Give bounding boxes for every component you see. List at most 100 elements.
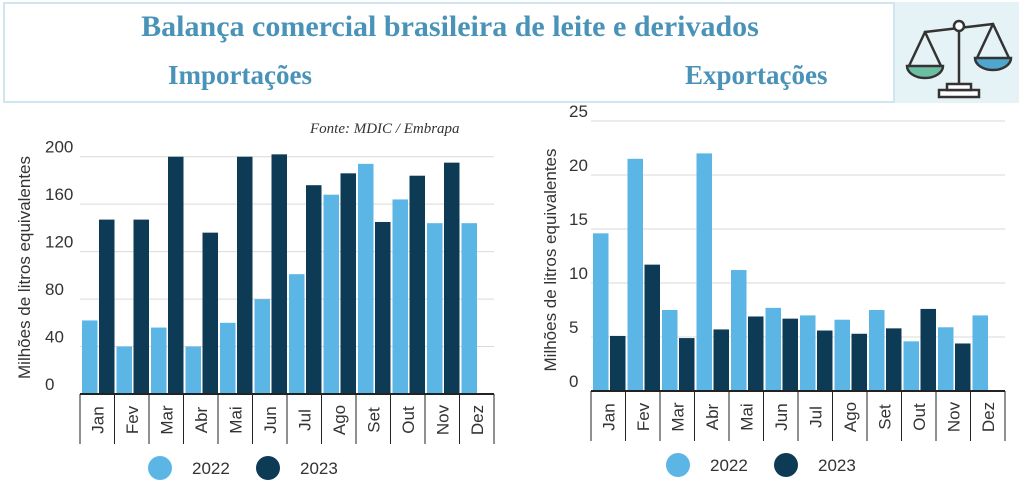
exports-y-tick-label: 10	[569, 264, 588, 283]
imports-bar-2022	[220, 322, 236, 394]
exports-bar-2023	[920, 308, 936, 391]
imports-x-tick-label: Mar	[157, 405, 176, 435]
exports-x-tick-label: Mar	[668, 402, 687, 432]
source-note: Fonte: MDIC / Embrapa	[310, 121, 460, 137]
exports-bar-2022	[972, 315, 988, 391]
exports-x-tick-label: Fev	[634, 402, 653, 431]
imports-x-tick-label: Ago	[330, 405, 349, 435]
exports-x-tick-label: Abr	[703, 403, 722, 430]
imports-legend-label: 2022	[192, 459, 230, 478]
exports-bar-2023	[955, 343, 971, 391]
imports-bar-2023	[306, 185, 322, 394]
imports-y-tick-label: 40	[45, 328, 64, 347]
exports-bar-2023	[679, 338, 695, 391]
imports-y-tick-label: 200	[45, 138, 73, 157]
imports-bar-2023	[237, 156, 253, 394]
exports-bar-2022	[593, 233, 609, 391]
exports-bar-2023	[817, 330, 833, 391]
imports-bar-2022	[461, 223, 477, 394]
imports-legend-marker-2022	[148, 456, 172, 480]
imports-x-tick-label: Set	[364, 407, 383, 433]
exports-x-tick-label: Ago	[841, 402, 860, 432]
imports-x-tick-label: Jul	[295, 409, 314, 431]
imports-y-tick-label: 80	[45, 280, 64, 299]
exports-y-tick-label: 5	[569, 318, 578, 337]
imports-x-tick-label: Dez	[468, 405, 487, 435]
imports-bar-2023	[168, 156, 184, 394]
imports-legend-marker-2023	[256, 456, 280, 480]
imports-bar-2023	[99, 219, 115, 394]
imports-x-tick-label: Mai	[226, 406, 245, 433]
exports-y-tick-label: 25	[569, 102, 588, 121]
imports-bar-2023	[271, 154, 287, 394]
imports-bar-2023	[409, 175, 425, 394]
exports-x-tick-label: Set	[875, 404, 894, 430]
imports-bar-2022	[392, 199, 408, 394]
exports-bar-2022	[800, 315, 816, 391]
imports-bar-2022	[427, 223, 443, 394]
imports-legend-label: 2023	[300, 459, 338, 478]
exports-bar-2022	[662, 310, 678, 391]
imports-y-tick-label: 160	[45, 185, 73, 204]
imports-y-tick-label: 120	[45, 233, 73, 252]
exports-bar-2023	[610, 335, 626, 391]
exports-y-axis-label: Milhões de litros equivalentes	[541, 148, 560, 371]
logo-panel	[895, 2, 1019, 103]
imports-bar-2023	[375, 221, 391, 394]
exports-bar-2022	[627, 158, 643, 391]
exports-y-tick-label: 15	[569, 210, 588, 229]
imports-bar-2022	[323, 194, 339, 394]
exports-x-tick-label: Out	[910, 403, 929, 431]
imports-x-tick-label: Abr	[192, 406, 211, 433]
imports-bar-2022	[151, 327, 167, 394]
exports-heading: Exportações	[685, 60, 828, 90]
exports-x-tick-label: Jan	[599, 403, 618, 430]
page-title: Balança comercial brasileira de leite e …	[141, 10, 759, 43]
imports-bar-2022	[289, 274, 305, 394]
imports-x-tick-label: Fev	[123, 405, 142, 434]
exports-x-tick-label: Nov	[944, 401, 963, 432]
exports-legend-label: 2022	[710, 456, 748, 475]
exports-bar-2023	[886, 328, 902, 391]
imports-bar-2022	[116, 346, 132, 394]
imports-bar-2022	[185, 346, 201, 394]
imports-x-tick-label: Jun	[261, 406, 280, 433]
title-banner	[3, 2, 895, 103]
exports-x-tick-label: Dez	[979, 402, 998, 432]
exports-y-tick-label: 0	[569, 372, 578, 391]
imports-x-tick-label: Jan	[88, 406, 107, 433]
exports-bar-2023	[713, 329, 729, 391]
imports-bar-2022	[254, 299, 270, 394]
exports-bar-2023	[644, 264, 660, 391]
exports-legend-label: 2023	[818, 456, 856, 475]
imports-y-axis-label: Milhões de litros equivalentes	[15, 156, 34, 379]
exports-bar-2022	[903, 341, 919, 391]
exports-bar-2023	[851, 333, 867, 391]
exports-y-tick-label: 20	[569, 156, 588, 175]
imports-bar-2022	[82, 320, 98, 394]
exports-x-tick-label: Mai	[737, 403, 756, 430]
exports-bar-2022	[765, 307, 781, 391]
exports-legend-marker-2022	[666, 453, 690, 477]
exports-bar-2023	[782, 318, 798, 391]
exports-bar-2022	[834, 319, 850, 391]
imports-bar-2022	[358, 163, 374, 394]
imports-bar-2023	[340, 173, 356, 394]
imports-bar-2023	[133, 219, 149, 394]
exports-bar-2022	[869, 310, 885, 391]
imports-bar-2023	[202, 232, 218, 394]
imports-x-tick-label: Nov	[433, 404, 452, 435]
exports-bar-2022	[731, 270, 747, 391]
exports-bar-2023	[748, 316, 764, 391]
imports-bar-2023	[444, 162, 460, 394]
imports-heading: Importações	[168, 60, 312, 90]
imports-y-tick-label: 0	[45, 375, 54, 394]
exports-bar-2022	[938, 327, 954, 391]
imports-x-tick-label: Out	[399, 406, 418, 434]
balance-scale-icon	[905, 19, 1013, 99]
exports-legend-marker-2023	[774, 453, 798, 477]
exports-x-tick-label: Jul	[806, 406, 825, 428]
exports-x-tick-label: Jun	[772, 403, 791, 430]
exports-bar-2022	[696, 153, 712, 391]
